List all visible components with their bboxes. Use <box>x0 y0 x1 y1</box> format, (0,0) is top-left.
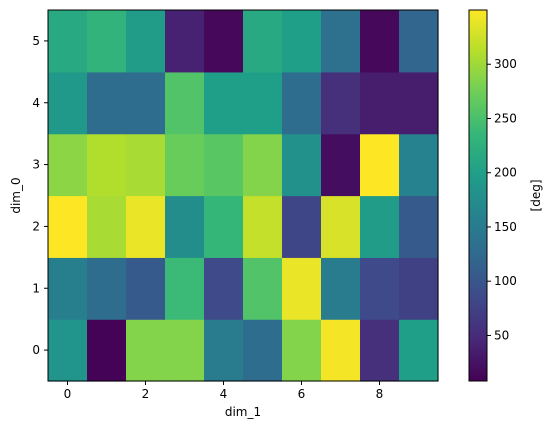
heatmap-cell <box>204 71 244 135</box>
x-tick-label: 6 <box>298 387 306 401</box>
heatmap-cell <box>126 10 166 73</box>
heatmap-cell <box>243 319 283 382</box>
heatmap-cell <box>321 71 361 135</box>
x-axis: 0 2 4 6 8 <box>64 381 384 401</box>
heatmap-cell <box>321 10 361 73</box>
x-tick-label: 0 <box>64 387 72 401</box>
y-tick-label: 5 <box>32 34 40 48</box>
heatmap-cell <box>282 257 322 320</box>
heatmap-cell <box>126 319 166 382</box>
heatmap-cell <box>48 71 88 135</box>
heatmap-cell <box>87 71 127 135</box>
heatmap-cell <box>243 10 283 73</box>
colorbar-tick-label: 100 <box>494 274 517 288</box>
heatmap-cell <box>87 319 127 382</box>
colorbar-tick-label: 50 <box>494 328 509 342</box>
colorbar-tick-label: 150 <box>494 220 517 234</box>
heatmap-cell <box>204 195 244 258</box>
x-tick-label: 4 <box>220 387 228 401</box>
heatmap-cell <box>204 10 244 73</box>
y-axis: 0 1 2 3 4 5 <box>32 34 48 357</box>
heatmap-cell <box>87 133 127 197</box>
heatmap-cell <box>204 133 244 197</box>
colorbar-frame <box>468 9 488 382</box>
y-tick-label: 2 <box>32 219 40 233</box>
heatmap-cell <box>48 10 88 73</box>
heatmap-cell <box>360 71 400 135</box>
heatmap-cell <box>360 133 400 197</box>
heatmap-cell <box>321 319 361 382</box>
heatmap-cell <box>243 195 283 258</box>
heatmap-cell <box>399 10 439 73</box>
heatmap-cell <box>165 195 205 258</box>
colorbar-tick-label: 200 <box>494 166 517 180</box>
heatmap-cell <box>204 319 244 382</box>
plot-frame <box>47 9 439 382</box>
heatmap-cell <box>87 257 127 320</box>
heatmap-cell <box>48 133 88 197</box>
heatmap-cell <box>87 195 127 258</box>
heatmap-cell <box>282 71 322 135</box>
heatmap-cell <box>321 195 361 258</box>
y-tick-label: 1 <box>32 281 40 295</box>
heatmap-cell <box>399 133 439 197</box>
heatmap-cell <box>165 133 205 197</box>
heatmap-cell <box>165 10 205 73</box>
heatmap-cell <box>126 257 166 320</box>
heatmap-cell <box>243 71 283 135</box>
heatmap-cell <box>282 195 322 258</box>
colorbar-axis: 50 100 150 200 250 300 <box>487 57 517 342</box>
y-tick-label: 3 <box>32 158 40 172</box>
heatmap-cell <box>282 133 322 197</box>
heatmap-cell <box>360 319 400 382</box>
heatmap-cell <box>165 319 205 382</box>
heatmap-cell <box>399 319 439 382</box>
y-axis-label: dim_0 <box>9 177 23 213</box>
colorbar-label: [deg] <box>529 180 543 212</box>
x-tick-label: 2 <box>142 387 150 401</box>
heatmap-cell <box>399 257 439 320</box>
heatmap-cell <box>243 257 283 320</box>
heatmap-cell <box>126 133 166 197</box>
heatmap-cell <box>360 195 400 258</box>
heatmap-cell <box>360 10 400 73</box>
heatmap-cell <box>126 71 166 135</box>
heatmap-cells <box>48 10 439 382</box>
x-tick-label: 8 <box>376 387 384 401</box>
heatmap-cell <box>48 195 88 258</box>
y-tick-label: 0 <box>32 343 40 357</box>
heatmap-cell <box>360 257 400 320</box>
heatmap-cell <box>399 195 439 258</box>
heatmap-cell <box>282 10 322 73</box>
heatmap-cell <box>48 319 88 382</box>
heatmap-cell <box>126 195 166 258</box>
heatmap-cell <box>48 257 88 320</box>
colorbar <box>469 10 487 381</box>
heatmap-cell <box>399 71 439 135</box>
heatmap-cell <box>243 133 283 197</box>
colorbar-tick-label: 300 <box>494 57 517 71</box>
heatmap-cell <box>282 319 322 382</box>
heatmap-cell <box>204 257 244 320</box>
heatmap-cell <box>321 133 361 197</box>
heatmap-cell <box>87 10 127 73</box>
heatmap-cell <box>165 71 205 135</box>
colorbar-tick-label: 250 <box>494 111 517 125</box>
y-tick-label: 4 <box>32 96 40 110</box>
x-axis-label: dim_1 <box>225 405 261 419</box>
heatmap-cell <box>321 257 361 320</box>
heatmap-cell <box>165 257 205 320</box>
